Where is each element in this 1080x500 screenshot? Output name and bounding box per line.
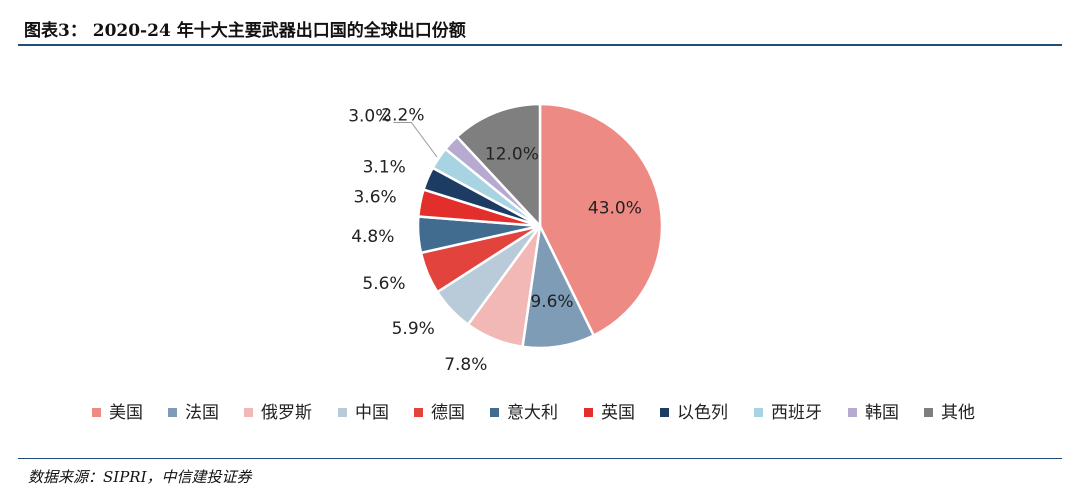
data-label-3: 5.9%: [392, 319, 435, 339]
legend-label-4: 德国: [431, 403, 465, 423]
legend-label-7: 以色列: [677, 403, 728, 423]
source-note: 数据来源：SIPRI，中信建投证券: [28, 468, 252, 486]
chart-footer: 数据来源：SIPRI，中信建投证券: [18, 458, 1062, 498]
legend-label-3: 中国: [355, 403, 389, 423]
legend-swatch-2: [244, 408, 253, 417]
legend-label-2: 俄罗斯: [261, 403, 312, 423]
pie-chart-area: 43.0% 9.6% 7.8% 5.9% 5.6% 4.8% 3.6% 3.1% 3.0% 2.2…: [0, 46, 1080, 456]
leader-lines: [393, 122, 438, 158]
legend-item-4: 德国: [414, 403, 465, 423]
legend-swatch-8: [754, 408, 763, 417]
legend-swatch-4: [414, 408, 423, 417]
data-label-6: 3.6%: [353, 188, 396, 208]
pie-chart-svg: 43.0% 9.6% 7.8% 5.9% 5.6% 4.8% 3.6% 3.1% 3.0%2.2…: [92, 102, 975, 423]
data-label-2: 7.8%: [444, 355, 487, 375]
legend-swatch-7: [660, 408, 669, 417]
data-label-9: 2.2%: [381, 106, 424, 126]
legend: 美国 法国 俄罗斯 中国 德国 意大利 英国 以色列 西班牙 韩国 其他: [92, 403, 975, 423]
legend-swatch-0: [92, 408, 101, 417]
legend-item-1: 法国: [168, 403, 219, 423]
legend-label-9: 韩国: [865, 403, 899, 423]
legend-label-10: 其他: [941, 403, 975, 423]
legend-item-2: 俄罗斯: [244, 403, 312, 423]
data-label-1: 9.6%: [530, 292, 573, 312]
data-label-0: 43.0%: [588, 199, 642, 219]
legend-swatch-10: [924, 408, 933, 417]
pie-slices: [416, 102, 664, 350]
legend-swatch-5: [490, 408, 499, 417]
header-divider: [18, 44, 1062, 46]
legend-label-5: 意大利: [507, 403, 558, 423]
legend-item-0: 美国: [92, 403, 143, 423]
data-label-4: 5.6%: [362, 274, 405, 294]
legend-swatch-6: [584, 408, 593, 417]
legend-item-8: 西班牙: [754, 403, 822, 423]
data-label-7: 3.1%: [363, 158, 406, 178]
legend-label-0: 美国: [109, 403, 143, 423]
legend-swatch-3: [338, 408, 347, 417]
legend-label-1: 法国: [185, 403, 219, 423]
pie-slice-0: [538, 102, 664, 338]
data-labels: 43.0% 9.6% 7.8% 5.9% 5.6% 4.8% 3.6% 3.1% 3.0%2.2…: [348, 106, 642, 375]
legend-item-9: 韩国: [848, 403, 899, 423]
leader-line-8: [393, 122, 438, 158]
legend-item-7: 以色列: [660, 403, 728, 423]
data-label-5: 4.8%: [351, 227, 394, 247]
legend-label-8: 西班牙: [771, 403, 822, 423]
legend-item-3: 中国: [338, 403, 389, 423]
data-label-8: 3.0%: [348, 107, 391, 127]
legend-item-5: 意大利: [490, 403, 558, 423]
data-label-10: 12.0%: [485, 145, 539, 165]
legend-label-6: 英国: [601, 403, 635, 423]
chart-title: 图表3： 2020-24 年十大主要武器出口国的全球出口份额: [24, 21, 466, 41]
chart-header: 图表3： 2020-24 年十大主要武器出口国的全球出口份额: [18, 10, 1062, 44]
legend-swatch-9: [848, 408, 857, 417]
legend-item-10: 其他: [924, 403, 975, 423]
legend-swatch-1: [168, 408, 177, 417]
footer-divider: [18, 458, 1062, 459]
legend-item-6: 英国: [584, 403, 635, 423]
pie-slice-10: [455, 102, 542, 230]
